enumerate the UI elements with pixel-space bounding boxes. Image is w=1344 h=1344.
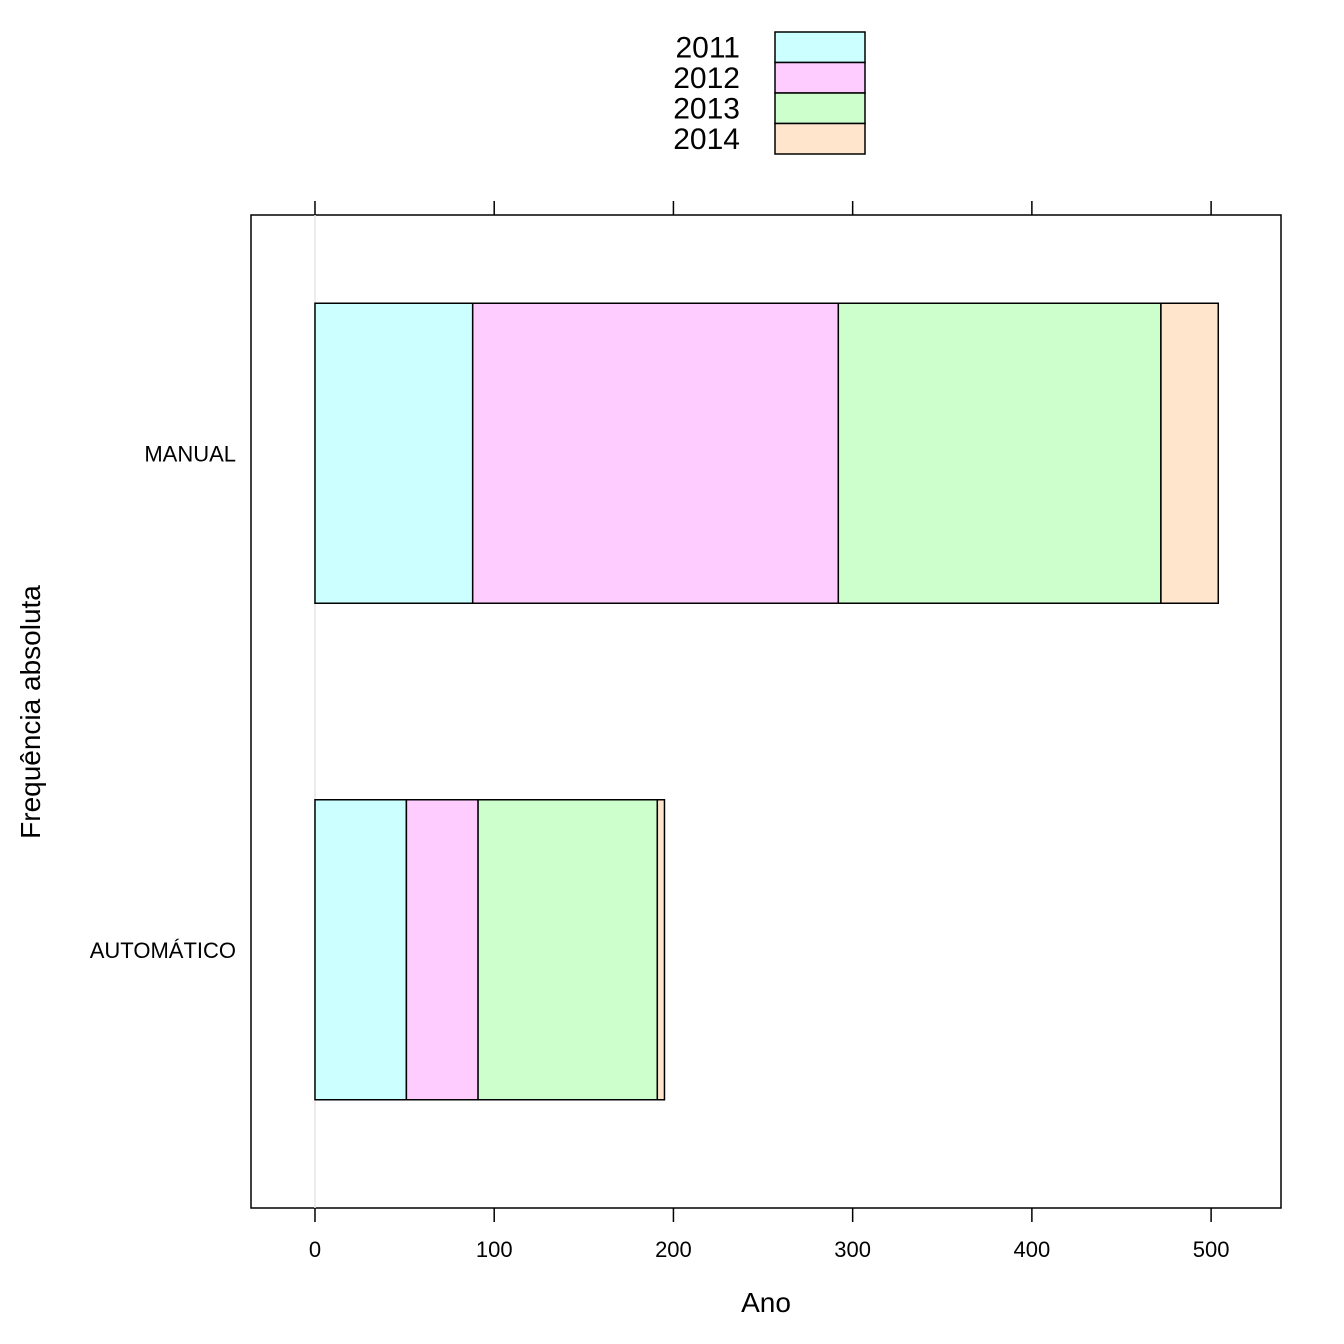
legend-swatch-2012 — [774, 61, 866, 94]
plot-panel — [250, 214, 1282, 1209]
bar-automatico-2013 — [477, 799, 659, 1101]
tick-label-300: 300 — [834, 1237, 871, 1262]
category-label-automatico: AUTOMÁTICO — [90, 938, 236, 963]
tick-label-100: 100 — [476, 1237, 513, 1262]
legend-swatch-2013 — [774, 92, 866, 125]
legend-label-2013: 2013 — [673, 92, 740, 125]
legend-swatch-2011 — [774, 31, 866, 64]
bar-manual-2012 — [471, 302, 840, 604]
bar-manual-2014 — [1160, 302, 1220, 604]
y-axis-categories: MANUAL AUTOMÁTICO — [90, 441, 236, 963]
y-axis-title: Frequência absoluta — [15, 585, 46, 839]
legend-label-2011: 2011 — [675, 31, 740, 64]
legend-label-2012: 2012 — [673, 62, 740, 95]
x-axis-ticks: 0 100 200 300 400 500 — [309, 201, 1230, 1262]
tick-label-200: 200 — [655, 1237, 692, 1262]
legend-label-2014: 2014 — [673, 123, 740, 156]
bar-manual-2011 — [314, 302, 474, 604]
tick-label-0: 0 — [309, 1237, 321, 1262]
bar-automatico-2012 — [405, 799, 479, 1101]
tick-label-400: 400 — [1014, 1237, 1051, 1262]
bar-automatico-2011 — [314, 799, 408, 1101]
category-label-manual: MANUAL — [144, 441, 236, 466]
bar-manual-2013 — [837, 302, 1162, 604]
bars — [314, 302, 1220, 1101]
legend-swatch-2014 — [774, 122, 866, 155]
tick-label-500: 500 — [1193, 1237, 1230, 1262]
x-axis-title: Ano — [741, 1287, 791, 1318]
bar-automatico-2014 — [656, 799, 666, 1101]
